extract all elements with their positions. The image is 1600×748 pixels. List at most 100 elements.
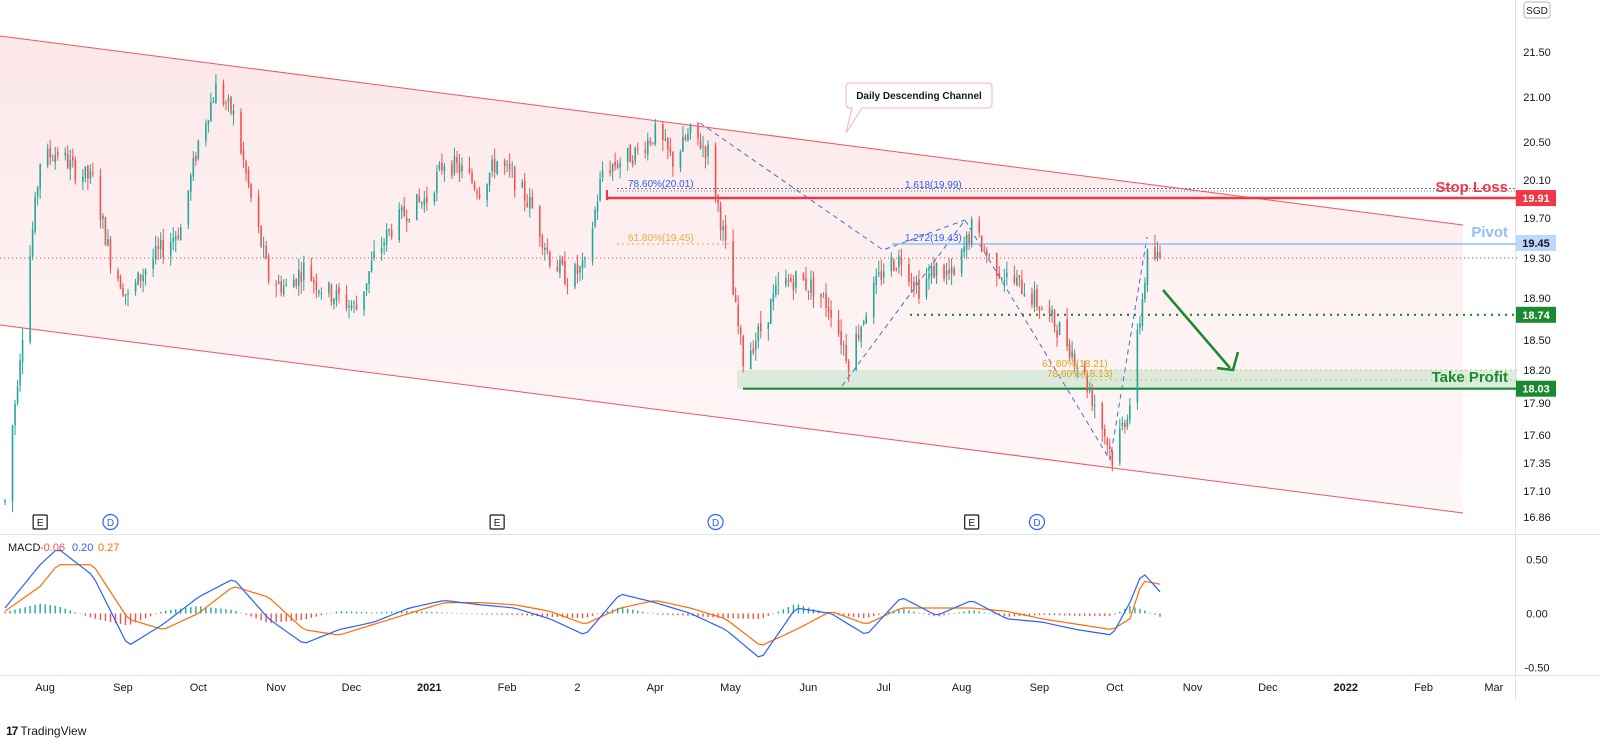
candle-body — [190, 175, 192, 193]
candle-body — [443, 166, 446, 172]
macd-histogram-bar — [757, 613, 759, 620]
macd-histogram-bar — [280, 613, 282, 622]
channel-lower-line[interactable] — [0, 324, 1464, 514]
price-tick-label: 18.20 — [1523, 365, 1551, 377]
macd-histogram-bar — [456, 613, 458, 614]
candle-body — [662, 124, 664, 141]
support-zone[interactable] — [737, 370, 1517, 389]
candle-body — [89, 170, 92, 179]
macd-histogram-bar — [265, 613, 267, 623]
earnings-marker[interactable]: E — [964, 514, 980, 530]
earnings-marker[interactable]: E — [32, 514, 48, 530]
macd-histogram-bar — [923, 613, 925, 614]
candle-body — [36, 187, 39, 197]
macd-histogram-bar — [702, 613, 704, 617]
candle-body — [724, 224, 727, 240]
earnings-marker-letter: E — [494, 518, 501, 529]
candle-body — [963, 247, 965, 253]
candle-body — [152, 259, 154, 269]
macd-signal-line[interactable] — [4, 564, 1161, 646]
projection-arrow[interactable] — [1162, 289, 1231, 369]
candle-body — [436, 171, 438, 193]
macd-histogram-bar — [335, 611, 338, 614]
macd-line[interactable] — [4, 549, 1161, 658]
macd-histogram-bar — [551, 613, 554, 617]
candle-body — [925, 278, 928, 297]
candle-body — [687, 133, 689, 141]
macd-histogram-bar — [697, 613, 699, 617]
candle-body — [468, 167, 471, 173]
candle-body — [179, 227, 182, 241]
macd-histogram-bar — [873, 613, 875, 617]
dividend-marker[interactable]: D — [1028, 513, 1046, 531]
candle-body — [345, 294, 348, 309]
candle-body — [654, 123, 657, 144]
macd-histogram-bar — [476, 613, 478, 615]
macd-histogram-bar — [44, 604, 46, 614]
candle-body — [74, 159, 77, 181]
candle-body — [734, 295, 737, 302]
earnings-marker[interactable]: E — [489, 514, 505, 530]
macd-histogram-bar — [39, 603, 41, 614]
candle-body — [380, 247, 383, 253]
price-tick-label: 18.50 — [1523, 335, 1551, 347]
candle-body — [117, 270, 119, 279]
dividend-marker[interactable]: D — [707, 513, 724, 531]
candle-body — [1058, 322, 1061, 336]
macd-histogram-bar — [556, 613, 559, 618]
macd-histogram-bar — [295, 613, 297, 621]
macd-histogram-bar — [416, 611, 418, 614]
dividend-marker-letter: D — [712, 518, 719, 529]
macd-histogram-bar — [144, 613, 147, 619]
fib-zigzag-lower[interactable] — [841, 219, 1148, 462]
candle-body — [810, 279, 812, 293]
candle-body — [66, 153, 69, 168]
callout-text: Daily Descending Channel — [856, 91, 982, 102]
macd-histogram-bar — [662, 613, 664, 615]
candle-body — [302, 262, 305, 280]
macd-histogram-bar — [380, 612, 383, 614]
macd-histogram-bar — [888, 612, 890, 614]
macd-histogram-bar — [1033, 613, 1036, 616]
macd-histogram-bar — [652, 613, 654, 614]
channel-callout[interactable]: Daily Descending Channel — [845, 82, 993, 134]
macd-legend[interactable]: MACD -0.06 0.20 0.27 — [8, 542, 119, 554]
candle-body — [594, 209, 596, 227]
macd-histogram-bar — [1134, 607, 1136, 614]
macd-histogram-bar — [632, 609, 634, 614]
candle-body — [541, 235, 544, 248]
candle-body — [335, 289, 338, 301]
dividend-marker-circle — [102, 513, 119, 531]
price-tick-label: 17.90 — [1523, 398, 1551, 410]
macd-tick-label: 0.00 — [1526, 608, 1547, 620]
macd-histogram-bar — [154, 613, 157, 615]
macd-histogram-bar — [74, 612, 77, 614]
time-tick-label: Feb — [1414, 682, 1433, 694]
candle-body — [330, 285, 333, 302]
candle-body — [842, 344, 845, 346]
candle-body — [1076, 365, 1078, 367]
macd-histogram-bar — [847, 613, 850, 617]
candle-body — [664, 138, 667, 141]
dividend-marker[interactable]: D — [102, 513, 119, 531]
macd-histogram-bar — [1149, 612, 1151, 614]
candle-body — [262, 245, 265, 247]
earnings-marker-letter: E — [968, 518, 975, 529]
candle-body — [124, 294, 127, 296]
candle-body — [503, 160, 506, 166]
candle-body — [1101, 403, 1104, 430]
macd-histogram-bar — [687, 613, 689, 616]
macd-histogram-bar — [908, 610, 910, 614]
candle-body — [56, 152, 59, 156]
price-tick-label: 19.30 — [1523, 253, 1551, 265]
channel-upper-line[interactable] — [0, 35, 1464, 226]
time-tick-label: Oct — [190, 682, 207, 694]
earnings-marker-box — [32, 514, 48, 530]
fib-zigzag-upper[interactable] — [699, 122, 966, 251]
candle-body — [355, 305, 358, 310]
candle-body — [64, 152, 67, 156]
currency-label[interactable]: SGD — [1526, 6, 1548, 17]
tradingview-logo[interactable]: 17 TradingView — [6, 724, 87, 738]
